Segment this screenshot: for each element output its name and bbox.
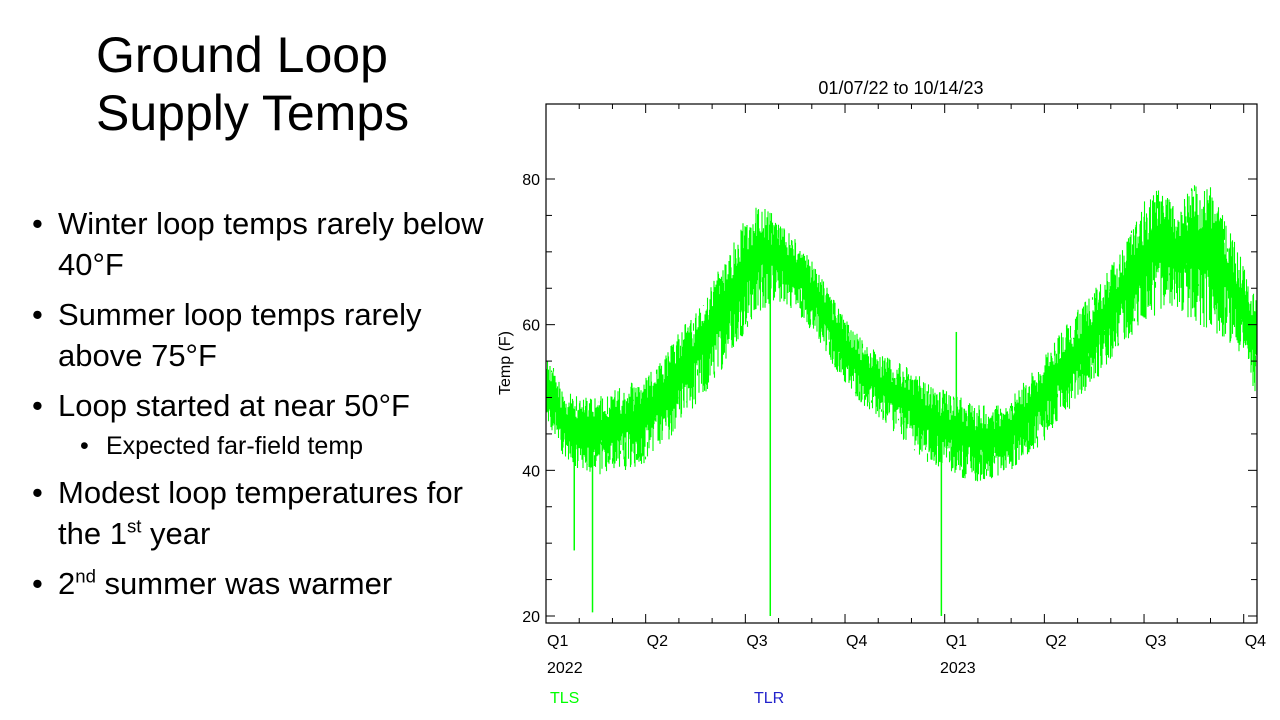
- x-tick-label: Q1: [946, 633, 967, 650]
- bullet-text-tail: year: [141, 516, 211, 551]
- bullet-item: Modest loop temperatures for the 1st yea…: [30, 472, 490, 554]
- plot-layer: [546, 185, 1258, 616]
- y-tick-label: 20: [522, 609, 540, 626]
- bullet-text: Summer loop temps rarely above 75°F: [58, 297, 422, 373]
- x-tick-label: Q3: [746, 633, 767, 650]
- x-tick-label: Q4: [1245, 633, 1266, 650]
- bullet-text: Winter loop temps rarely below 40°F: [58, 206, 484, 282]
- series-tls-band: [546, 185, 1258, 482]
- year-label-2023: 2023: [940, 660, 976, 677]
- chart-title: 01/07/22 to 10/14/23: [818, 78, 983, 98]
- x-tick-label: Q4: [846, 633, 867, 650]
- title-line-1: Ground Loop: [96, 27, 388, 83]
- bullet-item: 2nd summer was warmer: [30, 563, 490, 604]
- sub-bullet-item: Expected far-field temp: [30, 429, 490, 463]
- y-tick-label: 80: [522, 172, 540, 189]
- ordinal-suffix: st: [126, 515, 142, 537]
- bullet-item: Summer loop temps rarely above 75°F: [30, 294, 490, 376]
- ordinal-suffix: nd: [75, 565, 96, 587]
- bullet-item: Winter loop temps rarely below 40°F: [30, 203, 490, 285]
- x-tick-label: Q2: [647, 633, 668, 650]
- title-line-2: Supply Temps: [96, 85, 410, 141]
- bullet-text: 2: [58, 566, 76, 601]
- y-axis-label: Temp (F): [497, 331, 514, 395]
- bullet-text-tail: summer was warmer: [95, 566, 393, 601]
- bullet-text: Modest loop temperatures for the 1: [58, 475, 463, 551]
- sub-bullet-text: Expected far-field temp: [106, 432, 364, 460]
- bullet-list: Winter loop temps rarely below 40°F Summ…: [30, 203, 490, 613]
- x-tick-label: Q1: [547, 633, 568, 650]
- slide-title: Ground Loop Supply Temps: [96, 26, 496, 142]
- axis-layer: 20 40 60 80 Q1 Q2 Q3 Q4 Q1 Q2 Q3 Q4: [522, 104, 1266, 650]
- year-label-2022: 2022: [547, 660, 583, 677]
- plot-frame: [545, 103, 1258, 624]
- y-tick-label: 60: [522, 318, 540, 335]
- bullet-text: Loop started at near 50°F: [58, 388, 410, 423]
- x-tick-label: Q3: [1145, 633, 1166, 650]
- legend-tlr: TLR: [754, 690, 784, 707]
- y-tick-label: 40: [522, 463, 540, 480]
- bullet-item: Loop started at near 50°F: [30, 385, 490, 426]
- legend-tls: TLS: [550, 690, 579, 707]
- x-tick-label: Q2: [1045, 633, 1066, 650]
